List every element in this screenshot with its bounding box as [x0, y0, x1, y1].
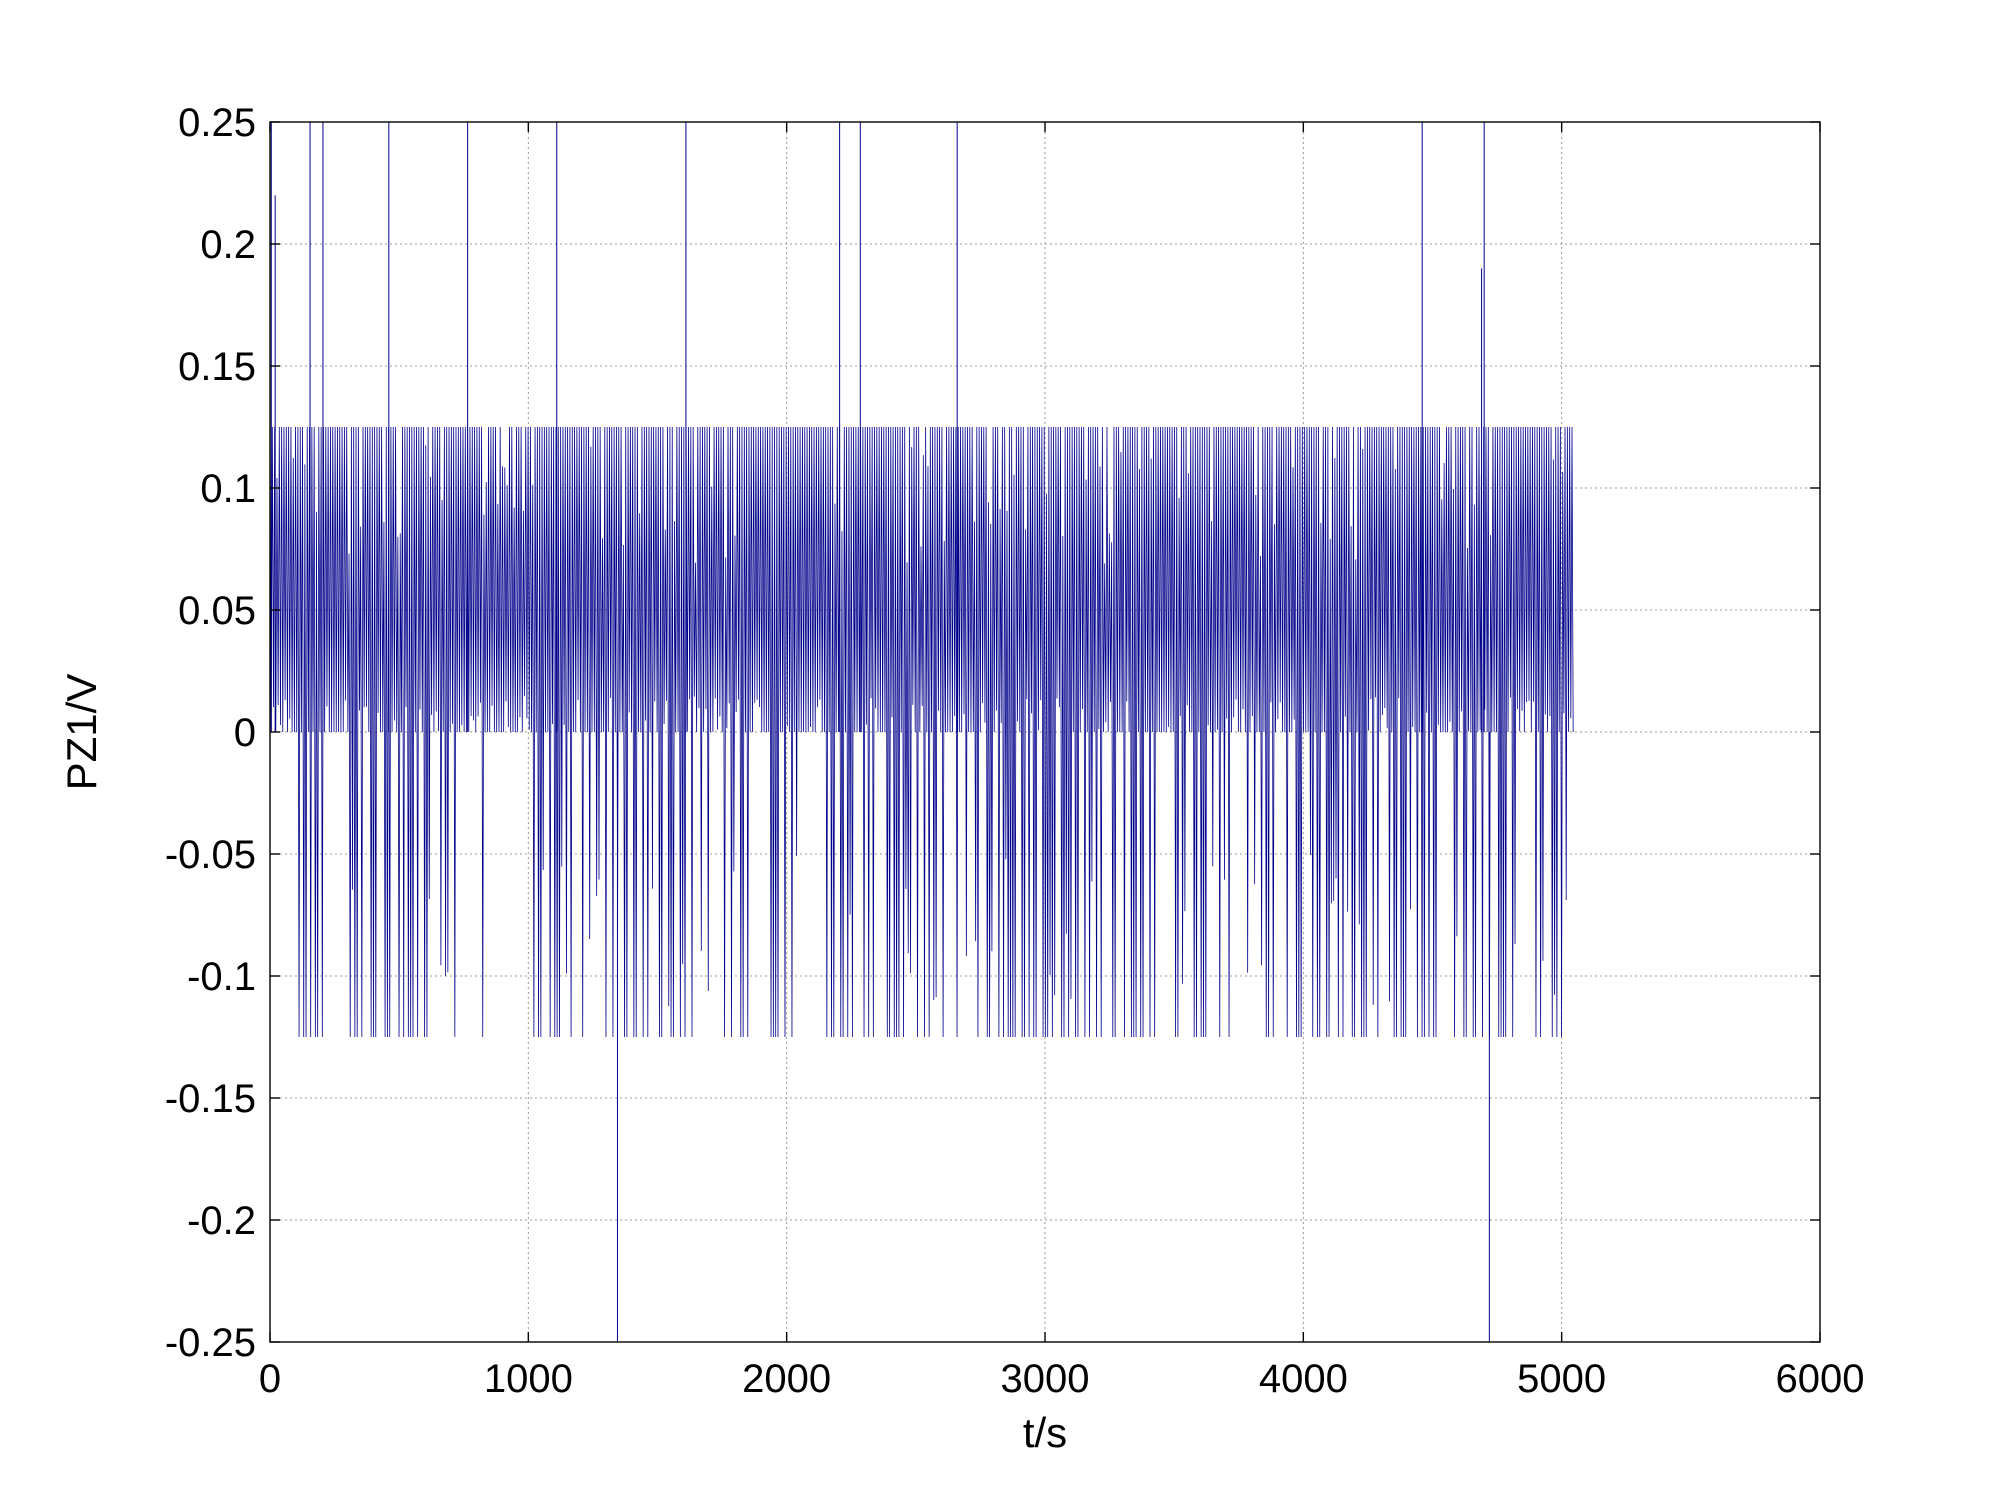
y-tick-label: -0.25: [165, 1321, 256, 1365]
x-tick-label: 2000: [742, 1357, 831, 1401]
axis-ticks: 0 1000 2000 3000 4000 5000 6000 0.25 0.2 0.15 0.1 0…: [165, 101, 1865, 1401]
x-tick-label: 1000: [484, 1357, 573, 1401]
y-axis-label: PZ1/V: [58, 674, 105, 791]
y-tick-label: 0.05: [178, 589, 256, 633]
y-tick-label: -0.05: [165, 833, 256, 877]
series-line: [269, 122, 1574, 1342]
y-tick-label: -0.15: [165, 1077, 256, 1121]
x-tick-label: 0: [259, 1357, 281, 1401]
x-axis-label: t/s: [1023, 1409, 1067, 1456]
x-tick-label: 6000: [1776, 1357, 1865, 1401]
y-tick-label: 0.15: [178, 345, 256, 389]
y-tick-label: 0.25: [178, 101, 256, 145]
y-tick-label: -0.1: [187, 955, 256, 999]
y-tick-label: 0.1: [200, 467, 256, 511]
x-tick-label: 4000: [1259, 1357, 1348, 1401]
x-tick-label: 5000: [1517, 1357, 1606, 1401]
series-line-path: [269, 426, 1574, 1038]
y-tick-label: 0: [234, 711, 256, 755]
y-tick-label: 0.2: [200, 223, 256, 267]
y-tick-label: -0.2: [187, 1199, 256, 1243]
x-tick-label: 3000: [1001, 1357, 1090, 1401]
